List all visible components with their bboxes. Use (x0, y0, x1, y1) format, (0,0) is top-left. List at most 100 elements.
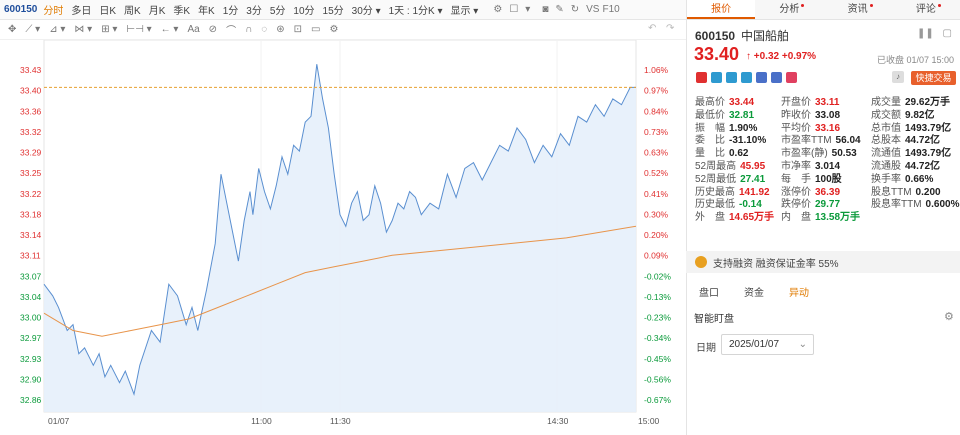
stat-value: 141.92 (739, 186, 770, 198)
draw-tool-icon[interactable]: ← ▾ (160, 24, 179, 35)
display-dropdown[interactable]: 显示 ▾ (450, 6, 479, 17)
stat-label: 最低价 (695, 109, 725, 121)
period-tab[interactable]: 分时 (43, 6, 64, 17)
stat-value: 100股 (815, 173, 842, 185)
period-tab[interactable]: 季K (173, 6, 191, 17)
period-tab[interactable]: 3分 (246, 6, 262, 17)
bell-icon[interactable]: ♪ (892, 71, 904, 83)
draw-tool-icon[interactable]: ⊛ (276, 24, 285, 35)
pct-tick-label: 0.20% (644, 230, 669, 240)
tab-1[interactable]: 报价 (687, 0, 756, 19)
pct-tick-label: 0.52% (644, 168, 669, 178)
tab-4[interactable]: 评论 (892, 0, 960, 19)
y-tick-label: 33.22 (20, 189, 42, 199)
detail-tab[interactable]: 盘口 (699, 288, 719, 299)
period-tab[interactable]: 多日 (71, 6, 92, 17)
stat-value: 32.81 (729, 109, 755, 121)
stat-cell (871, 212, 960, 225)
up-arrow-icon: ↑ (746, 51, 751, 62)
period-tab[interactable]: 1分 (222, 6, 239, 17)
quick-trade-button[interactable]: 快捷交易 (911, 71, 956, 85)
stat-label: 外 盘 (695, 212, 725, 224)
draw-tool-icon[interactable]: ⊘ (208, 24, 218, 35)
detail-tab[interactable]: 异动 (789, 288, 809, 299)
badge-icon[interactable] (711, 72, 722, 83)
badge-icon[interactable] (726, 72, 737, 83)
camera-icon[interactable]: ◙ (542, 4, 549, 15)
stat-value: 33.44 (729, 97, 755, 108)
draw-tool-icon[interactable]: ⚙ (329, 24, 339, 35)
stat-cell: 成交量 29.62万手 (871, 97, 960, 110)
draw-tool-icon[interactable]: ⋈ ▾ (74, 24, 93, 35)
stat-value: 9.82亿 (905, 109, 935, 121)
stat-cell: 最高价 33.44 (695, 97, 781, 110)
gear-icon[interactable]: ⚙ (493, 4, 503, 15)
draw-tool-icon[interactable]: ∩ (245, 24, 253, 35)
draw-tool-icon[interactable]: ▭ (310, 24, 321, 35)
draw-tool-icon[interactable]: ✥ (8, 24, 17, 35)
draw-tool-icon[interactable]: ⌒ (226, 26, 237, 37)
stat-cell: 市盈率(静) 50.53 (781, 148, 871, 161)
period-list: 分时 多日 日K 周K 月K 季K 年K 1分 3分 5分 10分 15分 30分 ▾ 1天 : 1分K … (43, 2, 450, 17)
tab-label: 评论 (915, 4, 936, 15)
stat-value: 0.200 (915, 186, 941, 198)
period-tab[interactable]: 1天 : 1分K ▾ (388, 6, 443, 17)
period-tab[interactable]: 30分 ▾ (351, 6, 381, 17)
stock-code-label[interactable]: 600150 (4, 4, 38, 15)
period-tab[interactable]: 5分 (269, 6, 286, 17)
refresh-icon[interactable]: ↻ (570, 4, 580, 15)
x-tick-label: 14:30 (547, 416, 569, 426)
detail-tab[interactable]: 资金 (744, 288, 764, 299)
notification-dot (801, 4, 805, 7)
tab-2[interactable]: 分析 (755, 0, 823, 19)
badge-icon[interactable] (756, 72, 767, 83)
stat-value: 45.95 (740, 160, 766, 172)
stat-label: 内 盘 (781, 212, 811, 224)
checkbox-icon[interactable]: ☐ (509, 4, 519, 15)
draw-tool-icon[interactable]: ⊿ ▾ (49, 24, 66, 35)
stat-cell: 流通股 44.72亿 (871, 161, 960, 174)
stat-value: 50.53 (831, 148, 857, 160)
pencil-icon[interactable]: ✎ (555, 4, 564, 15)
period-tab[interactable]: 年K (198, 6, 215, 17)
draw-tool-icon[interactable]: ⊡ (293, 24, 302, 35)
f10-button[interactable]: F10 (602, 4, 620, 15)
draw-tool-icon[interactable]: ⟋ ▾ (25, 24, 41, 35)
undo-icon[interactable]: ↶ (648, 23, 657, 34)
stat-value: 1493.79亿 (905, 148, 952, 160)
gear-icon[interactable]: ⚙ (944, 311, 954, 323)
date-select[interactable]: 2025/01/07 ⌄ (721, 334, 814, 355)
stats-row: 最高价 33.44 开盘价 33.11 成交量 29.62万手 (695, 97, 960, 110)
pct-tick-label: 0.97% (644, 86, 669, 96)
market-status: 已收盘 01/07 15:00 (876, 55, 954, 65)
period-tab[interactable]: 周K (124, 6, 141, 17)
badge-icon[interactable] (741, 72, 752, 83)
period-tab[interactable]: 10分 (293, 6, 315, 17)
x-tick-label: 15:00 (638, 416, 660, 426)
chevron-down-icon[interactable]: ▾ (525, 4, 531, 15)
fullscreen-icon[interactable]: ▢ (942, 28, 952, 39)
vs-button[interactable]: VS (586, 4, 600, 15)
period-tab[interactable]: 月K (148, 6, 166, 17)
stat-cell: 历史最低 -0.14 (695, 199, 781, 212)
pause-icon[interactable]: ❚❚ (917, 28, 934, 39)
badge-icon[interactable] (771, 72, 782, 83)
period-tab[interactable]: 15分 (322, 6, 344, 17)
redo-icon[interactable]: ↷ (666, 23, 675, 34)
tab-3[interactable]: 资讯 (824, 0, 892, 19)
draw-tool-icon[interactable]: ⊢⊣ ▾ (126, 24, 152, 35)
draw-tool-icon[interactable]: ◌ (261, 24, 268, 35)
draw-tool-icon[interactable]: ⊞ ▾ (101, 24, 118, 35)
stat-value: 29.77 (815, 199, 841, 211)
intraday-chart[interactable]: 33.43 33.40 33.36 33.32 33.29 33.25 33.22 33.18… (0, 39, 686, 435)
stat-value: 56.04 (835, 135, 861, 147)
y-tick-label: 33.36 (20, 106, 42, 116)
intraday-chart-svg[interactable]: 33.43 33.40 33.36 33.32 33.29 33.25 33.22 33.18… (0, 39, 686, 435)
stock-name: 中国船舶 (741, 29, 790, 43)
badge-icon[interactable] (786, 72, 797, 83)
period-tab[interactable]: 日K (99, 6, 117, 17)
tab-label: 报价 (711, 4, 732, 15)
draw-tool-icon[interactable]: Aa (187, 24, 200, 35)
badge-icon[interactable] (696, 72, 707, 83)
tab-label: 资讯 (847, 4, 868, 15)
